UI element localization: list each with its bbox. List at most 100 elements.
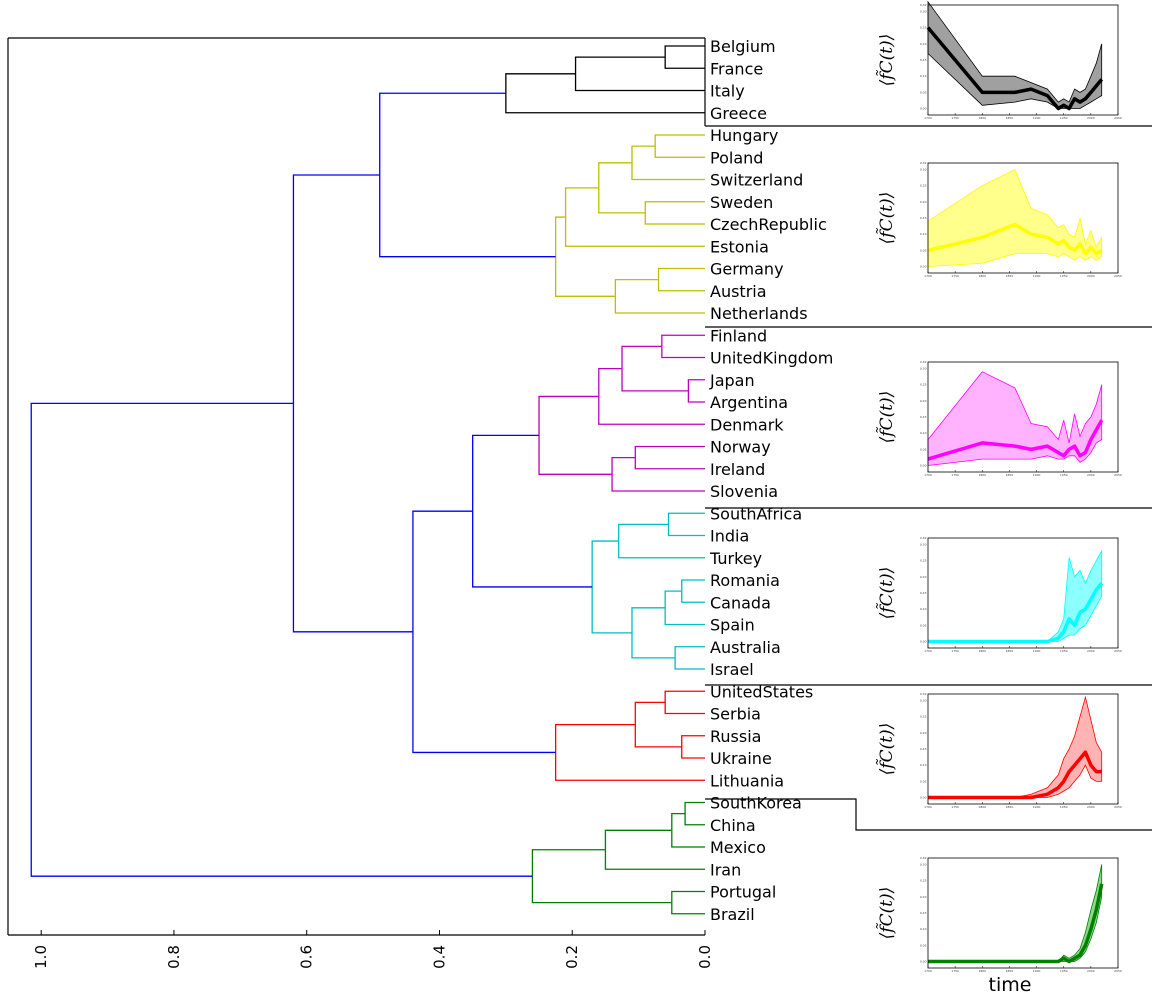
mean-line xyxy=(927,419,1104,461)
confidence-band xyxy=(928,549,1103,642)
leaf-label: China xyxy=(710,816,756,835)
leaf-label: France xyxy=(710,59,763,78)
dendrogram-link xyxy=(564,187,705,247)
dendrogram-link xyxy=(618,523,705,559)
panel-x-tick-label: 1750 xyxy=(951,969,959,973)
leaf-label: Greece xyxy=(710,104,767,123)
mean-line xyxy=(928,750,1102,800)
panel-x-tick-label: 1850 xyxy=(1006,473,1014,477)
confidence-band xyxy=(928,864,1103,962)
panel-y-tick-label: 0.15 xyxy=(920,216,927,220)
dendrogram-link xyxy=(634,701,682,748)
confidence-band xyxy=(927,371,1103,466)
confidence-band xyxy=(927,168,1103,267)
panel-x-tick-label: 1800 xyxy=(978,969,986,973)
panel-y-tick-label: 0.00 xyxy=(920,265,927,269)
panel-y-axis-label: ⟨f̃C(t)⟩ xyxy=(876,192,897,245)
panel-x-tick-label: 2000 xyxy=(1087,649,1095,653)
dendrogram-link xyxy=(598,162,646,214)
time-series-panel: 1700 1750 1800 1850 1900 1950 2000 2050 0.00 0.05… xyxy=(876,0,1122,120)
panel-y-tick-label: 0.00 xyxy=(920,464,927,468)
leaf-label: Austria xyxy=(710,282,767,301)
leaf-label: Hungary xyxy=(710,126,778,145)
mean-line xyxy=(928,582,1104,644)
dendrogram-link xyxy=(681,579,705,603)
panel-y-tick-label: 0.00 xyxy=(920,960,927,964)
dendrogram-link xyxy=(538,395,613,475)
dendrogram-link xyxy=(671,812,705,848)
panel-x-tick-label: 2000 xyxy=(1087,116,1095,120)
panel-frame xyxy=(927,4,1119,116)
panel-x-tick-label: 1750 xyxy=(951,649,959,653)
leaf-label: Romania xyxy=(710,571,780,590)
leaf-label: Estonia xyxy=(710,237,769,256)
panel-y-tick-label: 0.20 xyxy=(920,895,927,899)
panel-y-tick-label: 0.30 xyxy=(920,862,927,866)
dendrogram-link xyxy=(472,434,593,588)
leaf-label: Portugal xyxy=(710,883,776,902)
leaf-label: Sweden xyxy=(710,193,773,212)
leaf-label: Iran xyxy=(710,860,741,879)
leaf-label: Slovenia xyxy=(710,482,778,501)
panel-y-tick-label: 0.25 xyxy=(920,26,927,30)
dendrogram-link xyxy=(671,890,705,915)
panel-y-tick-label: 0.32 xyxy=(920,360,927,364)
panel-x-tick-label: 2050 xyxy=(1114,969,1122,973)
panel-y-tick-label: 0.15 xyxy=(920,747,927,751)
panel-y-axis-label: ⟨f̃C(t)⟩ xyxy=(876,567,897,620)
panel-y-tick-label: 0.30 xyxy=(920,167,927,171)
panel-x-tick-label: 1850 xyxy=(1006,116,1014,120)
panel-y-tick-label: 0.00 xyxy=(920,640,927,644)
panel-x-tick-label: 2000 xyxy=(1087,473,1095,477)
panel-y-tick-label: 0.25 xyxy=(920,715,927,719)
panel-y-tick-label: 0.32 xyxy=(920,3,927,7)
panel-y-tick-label: 0.20 xyxy=(920,731,927,735)
panel-x-tick-label: 1900 xyxy=(1033,969,1041,973)
panel-y-tick-label: 0.32 xyxy=(920,161,927,165)
leaf-label: Poland xyxy=(710,148,763,167)
dendrogram-link xyxy=(604,829,705,870)
panel-y-tick-label: 0.25 xyxy=(920,184,927,188)
panel-y-tick-label: 0.15 xyxy=(920,591,927,595)
panel-y-tick-label: 0.10 xyxy=(920,232,927,236)
x-tick-label: 1.0 xyxy=(32,945,50,969)
panel-y-tick-label: 0.15 xyxy=(920,911,927,915)
time-series-panel: 1700 1750 1800 1850 1900 1950 2000 2050 0.00 0.05… xyxy=(876,360,1122,477)
panel-x-tick-label: 1850 xyxy=(1006,649,1014,653)
dendrogram-link xyxy=(554,723,705,781)
dendrogram-link xyxy=(631,145,705,181)
panel-y-tick-label: 0.10 xyxy=(920,763,927,767)
panel-x-tick-label: 1750 xyxy=(951,805,959,809)
dendrogram-link xyxy=(661,334,705,359)
dendrogram-link xyxy=(644,201,705,225)
panel-y-tick-label: 0.05 xyxy=(920,779,927,783)
panel-x-tick-label: 1700 xyxy=(924,116,932,120)
panel-y-tick-label: 0.25 xyxy=(920,879,927,883)
leaf-label: SouthKorea xyxy=(710,794,802,813)
panel-y-tick-label: 0.15 xyxy=(920,415,927,419)
dendrogram-link xyxy=(674,646,705,670)
x-tick-label: 0.4 xyxy=(430,945,448,969)
panel-x-tick-label: 1950 xyxy=(1060,649,1068,653)
leaf-label: Canada xyxy=(710,593,771,612)
leaf-label: Lithuania xyxy=(710,771,784,790)
leaf-label: Italy xyxy=(710,82,745,101)
leaf-label: Ireland xyxy=(710,460,765,479)
leaf-label: SouthAfrica xyxy=(710,504,802,523)
panel-x-tick-label: 2050 xyxy=(1114,649,1122,653)
panel-y-axis-label: ⟨f̃C(t)⟩ xyxy=(876,391,897,444)
panel-x-tick-label: 1900 xyxy=(1033,805,1041,809)
leaf-label: UnitedKingdom xyxy=(710,349,833,368)
panel-y-tick-label: 0.32 xyxy=(920,856,927,860)
dendrogram-link xyxy=(591,540,632,634)
dendrogram-link xyxy=(664,690,705,715)
leaf-label: CzechRepublic xyxy=(710,215,827,234)
dendrogram-link xyxy=(554,216,616,297)
panel-x-tick-label: 1950 xyxy=(1060,116,1068,120)
leaf-label: Norway xyxy=(710,438,771,457)
leaf-label: Mexico xyxy=(710,838,766,857)
x-tick-label: 0.2 xyxy=(563,945,581,969)
panel-x-tick-label: 2000 xyxy=(1087,969,1095,973)
panel-y-tick-label: 0.05 xyxy=(920,623,927,627)
